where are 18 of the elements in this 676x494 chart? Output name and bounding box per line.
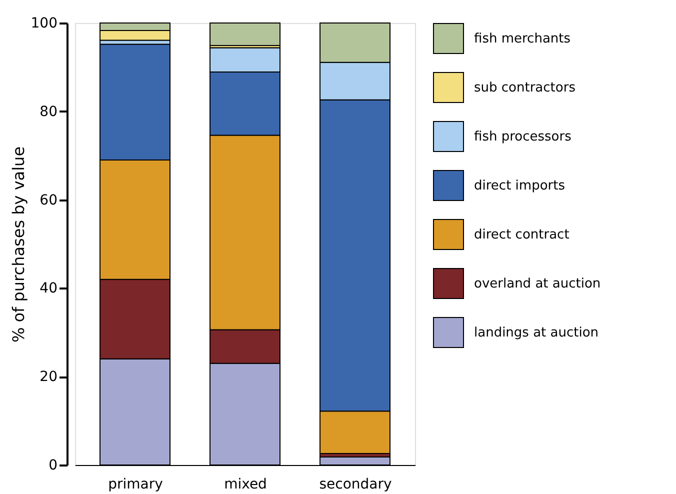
legend-label: sub contractors xyxy=(474,80,576,96)
legend-label: direct contract xyxy=(474,228,570,242)
x-tick-label: primary xyxy=(108,476,163,492)
y-axis-title: % of purchases by value xyxy=(8,146,28,343)
x-tick-label: mixed xyxy=(224,476,267,492)
y-tick-label: 20 xyxy=(40,369,58,386)
legend-label: landings at auction xyxy=(474,326,599,340)
y-tick-label: 100 xyxy=(30,16,58,32)
y-tick-label: 60 xyxy=(40,192,58,208)
x-tick-label: secondary xyxy=(319,476,392,492)
bar xyxy=(210,22,280,46)
legend-label: fish merchants xyxy=(474,32,571,46)
y-tick-label: 40 xyxy=(40,280,58,297)
y-tick-label: 0 xyxy=(48,458,58,474)
y-tick-label: 80 xyxy=(40,104,58,120)
legend-label: direct imports xyxy=(474,178,566,194)
legend-label: overland at auction xyxy=(474,276,601,292)
legend-label: fish processors xyxy=(474,130,572,144)
